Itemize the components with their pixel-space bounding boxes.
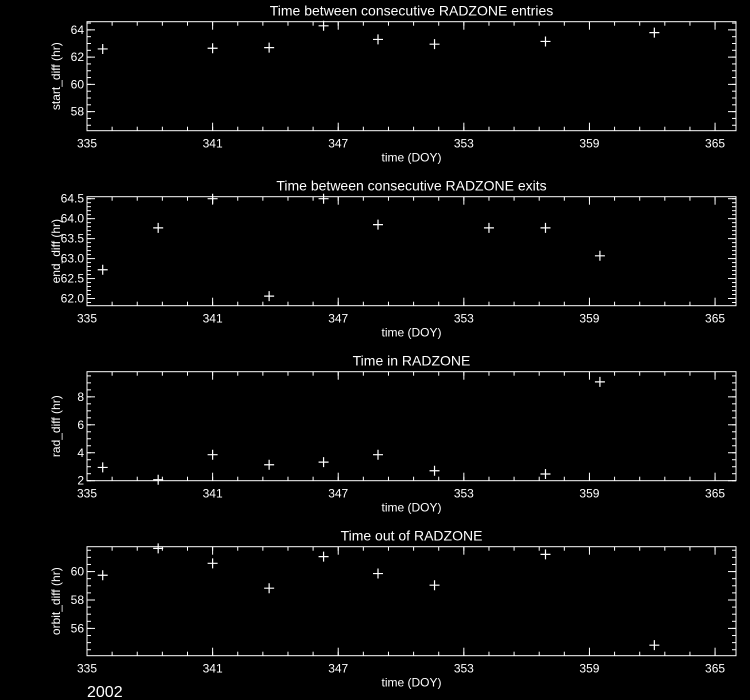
data-point bbox=[594, 250, 605, 261]
x-tick-label: 335 bbox=[77, 487, 97, 501]
y-axis-label: orbit_diff (hr) bbox=[49, 567, 63, 635]
y-axis-label: end_diff (hr) bbox=[49, 219, 63, 283]
y-axis-label: start_diff (hr) bbox=[49, 42, 63, 110]
data-point bbox=[97, 43, 108, 54]
chart-title: Time in RADZONE bbox=[353, 353, 471, 369]
data-point bbox=[373, 219, 384, 230]
panel-3: Time in RADZONE time (DOY) rad_diff (hr) 33… bbox=[49, 353, 737, 515]
plot-frame bbox=[86, 21, 737, 132]
x-tick-label: 359 bbox=[579, 312, 599, 326]
x-tick-label: 347 bbox=[328, 137, 348, 151]
plot-frame bbox=[86, 196, 737, 307]
x-tick-label: 359 bbox=[579, 137, 599, 151]
panel-2: Time between consecutive RADZONE exits ti… bbox=[49, 178, 737, 340]
x-axis-label: time (DOY) bbox=[382, 501, 442, 515]
x-tick-label: 365 bbox=[705, 137, 725, 151]
chart-title: Time between consecutive RADZONE entries bbox=[270, 3, 553, 19]
data-point bbox=[264, 291, 275, 302]
y-tick-label: 8 bbox=[77, 390, 84, 404]
data-point bbox=[207, 193, 218, 204]
y-axis-label: rad_diff (hr) bbox=[49, 395, 63, 457]
data-point bbox=[540, 549, 551, 560]
data-point bbox=[264, 459, 275, 470]
x-tick-label: 341 bbox=[203, 137, 223, 151]
chart-title: Time between consecutive RADZONE exits bbox=[276, 178, 546, 194]
data-point bbox=[153, 543, 164, 554]
x-tick-label: 359 bbox=[579, 662, 599, 676]
data-point bbox=[429, 580, 440, 591]
y-tick-label: 64.5 bbox=[61, 192, 85, 206]
data-point bbox=[318, 193, 329, 204]
data-point bbox=[483, 222, 494, 233]
y-tick-label: 60 bbox=[71, 565, 85, 579]
data-point bbox=[97, 462, 108, 473]
x-tick-label: 341 bbox=[203, 312, 223, 326]
plot-frame bbox=[86, 546, 737, 657]
y-tick-label: 58 bbox=[71, 105, 85, 119]
x-tick-label: 341 bbox=[203, 662, 223, 676]
y-tick-label: 56 bbox=[71, 621, 85, 635]
data-point bbox=[97, 570, 108, 581]
data-point bbox=[97, 264, 108, 275]
x-tick-label: 335 bbox=[77, 137, 97, 151]
x-tick-label: 365 bbox=[705, 662, 725, 676]
y-tick-label: 62.0 bbox=[61, 292, 85, 306]
y-tick-label: 63.0 bbox=[61, 252, 85, 266]
data-point bbox=[373, 568, 384, 579]
y-tick-label: 6 bbox=[77, 418, 84, 432]
panel-4: Time out of RADZONE time (DOY) orbit_diff … bbox=[49, 528, 737, 690]
data-point bbox=[207, 449, 218, 460]
y-tick-label: 62 bbox=[71, 50, 85, 64]
y-tick-label: 64 bbox=[71, 23, 85, 37]
x-axis-label: time (DOY) bbox=[382, 326, 442, 340]
y-tick-label: 62.5 bbox=[61, 272, 85, 286]
x-tick-label: 347 bbox=[328, 487, 348, 501]
data-point bbox=[264, 42, 275, 53]
y-tick-label: 60 bbox=[71, 77, 85, 91]
x-tick-label: 365 bbox=[705, 487, 725, 501]
data-point bbox=[540, 222, 551, 233]
x-tick-label: 341 bbox=[203, 487, 223, 501]
data-point bbox=[429, 39, 440, 50]
data-point bbox=[649, 27, 660, 38]
data-point bbox=[207, 558, 218, 569]
chart-title: Time out of RADZONE bbox=[341, 528, 483, 544]
x-tick-label: 347 bbox=[328, 312, 348, 326]
y-tick-label: 2 bbox=[77, 474, 84, 488]
y-tick-label: 4 bbox=[77, 446, 84, 460]
x-tick-label: 353 bbox=[454, 312, 474, 326]
data-point bbox=[373, 449, 384, 460]
y-tick-label: 63.5 bbox=[61, 232, 85, 246]
x-tick-label: 353 bbox=[454, 137, 474, 151]
y-tick-label: 64.0 bbox=[61, 212, 85, 226]
data-point bbox=[649, 640, 660, 651]
data-point bbox=[594, 376, 605, 387]
data-point bbox=[540, 468, 551, 479]
data-point bbox=[540, 36, 551, 47]
x-tick-label: 335 bbox=[77, 662, 97, 676]
data-point bbox=[264, 583, 275, 594]
x-tick-label: 365 bbox=[705, 312, 725, 326]
plot-frame bbox=[86, 371, 737, 482]
year-label: 2002 bbox=[87, 684, 123, 700]
data-point bbox=[318, 20, 329, 31]
data-point bbox=[318, 457, 329, 468]
x-axis-label: time (DOY) bbox=[382, 151, 442, 165]
x-tick-label: 359 bbox=[579, 487, 599, 501]
data-point bbox=[153, 222, 164, 233]
x-tick-label: 335 bbox=[77, 312, 97, 326]
x-tick-label: 347 bbox=[328, 662, 348, 676]
data-point bbox=[429, 465, 440, 476]
data-point bbox=[207, 43, 218, 54]
data-point bbox=[153, 474, 164, 485]
x-tick-label: 353 bbox=[454, 487, 474, 501]
y-tick-label: 58 bbox=[71, 593, 85, 607]
x-tick-label: 353 bbox=[454, 662, 474, 676]
x-axis-label: time (DOY) bbox=[382, 676, 442, 690]
data-point bbox=[318, 551, 329, 562]
data-point bbox=[373, 34, 384, 45]
panel-1: Time between consecutive RADZONE entries… bbox=[49, 3, 737, 165]
